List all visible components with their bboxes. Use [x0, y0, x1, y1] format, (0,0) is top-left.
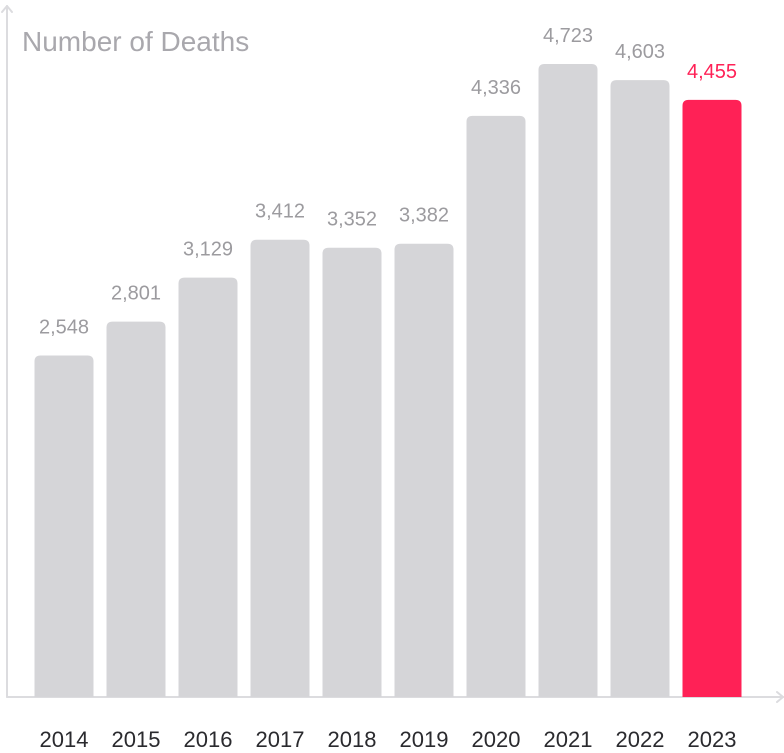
value-label-2014: 2,548 [39, 317, 89, 339]
y-axis-arrow-right [6, 5, 13, 13]
value-label-2023: 4,455 [687, 61, 737, 83]
bar-2016 [178, 277, 238, 697]
value-label-2018: 3,352 [327, 209, 377, 231]
bar-2023 [682, 99, 742, 697]
value-labels: 2,548 2,801 3,129 3,412 3,352 3,382 4,336 4,723… [39, 25, 737, 339]
x-axis-arrow-bottom [776, 696, 784, 703]
bar-2018 [322, 247, 382, 697]
value-label-2019: 3,382 [399, 205, 449, 227]
x-tick-label-2017: 2017 [256, 727, 305, 752]
x-tick-label-2014: 2014 [40, 727, 89, 752]
value-label-2017: 3,412 [255, 201, 305, 223]
bar-2019 [394, 243, 454, 697]
value-label-2016: 3,129 [183, 239, 233, 261]
bar-2017 [250, 239, 310, 697]
bar-2015 [106, 321, 166, 697]
x-tick-label-2019: 2019 [400, 727, 449, 752]
x-tick-label-2020: 2020 [472, 727, 521, 752]
x-tick-label-2018: 2018 [328, 727, 377, 752]
bar-series [34, 64, 742, 697]
x-tick-label-2022: 2022 [616, 727, 665, 752]
bar-2021 [538, 64, 598, 697]
value-label-2020: 4,336 [471, 77, 521, 99]
value-label-2022: 4,603 [615, 41, 665, 63]
x-tick-labels: 2014 2015 2016 2017 2018 2019 2020 2021 2022 2023 [40, 727, 737, 752]
y-axis-arrow-left [1, 5, 8, 13]
chart-title: Number of Deaths [22, 26, 249, 57]
value-label-2015: 2,801 [111, 283, 161, 305]
bar-2022 [610, 80, 670, 697]
bar-2014 [34, 355, 94, 697]
bar-2020 [466, 115, 526, 697]
x-axis-arrow-top [776, 691, 784, 698]
x-tick-label-2021: 2021 [544, 727, 593, 752]
x-tick-label-2016: 2016 [184, 727, 233, 752]
x-tick-label-2023: 2023 [688, 727, 737, 752]
value-label-2021: 4,723 [543, 25, 593, 47]
x-tick-label-2015: 2015 [112, 727, 161, 752]
